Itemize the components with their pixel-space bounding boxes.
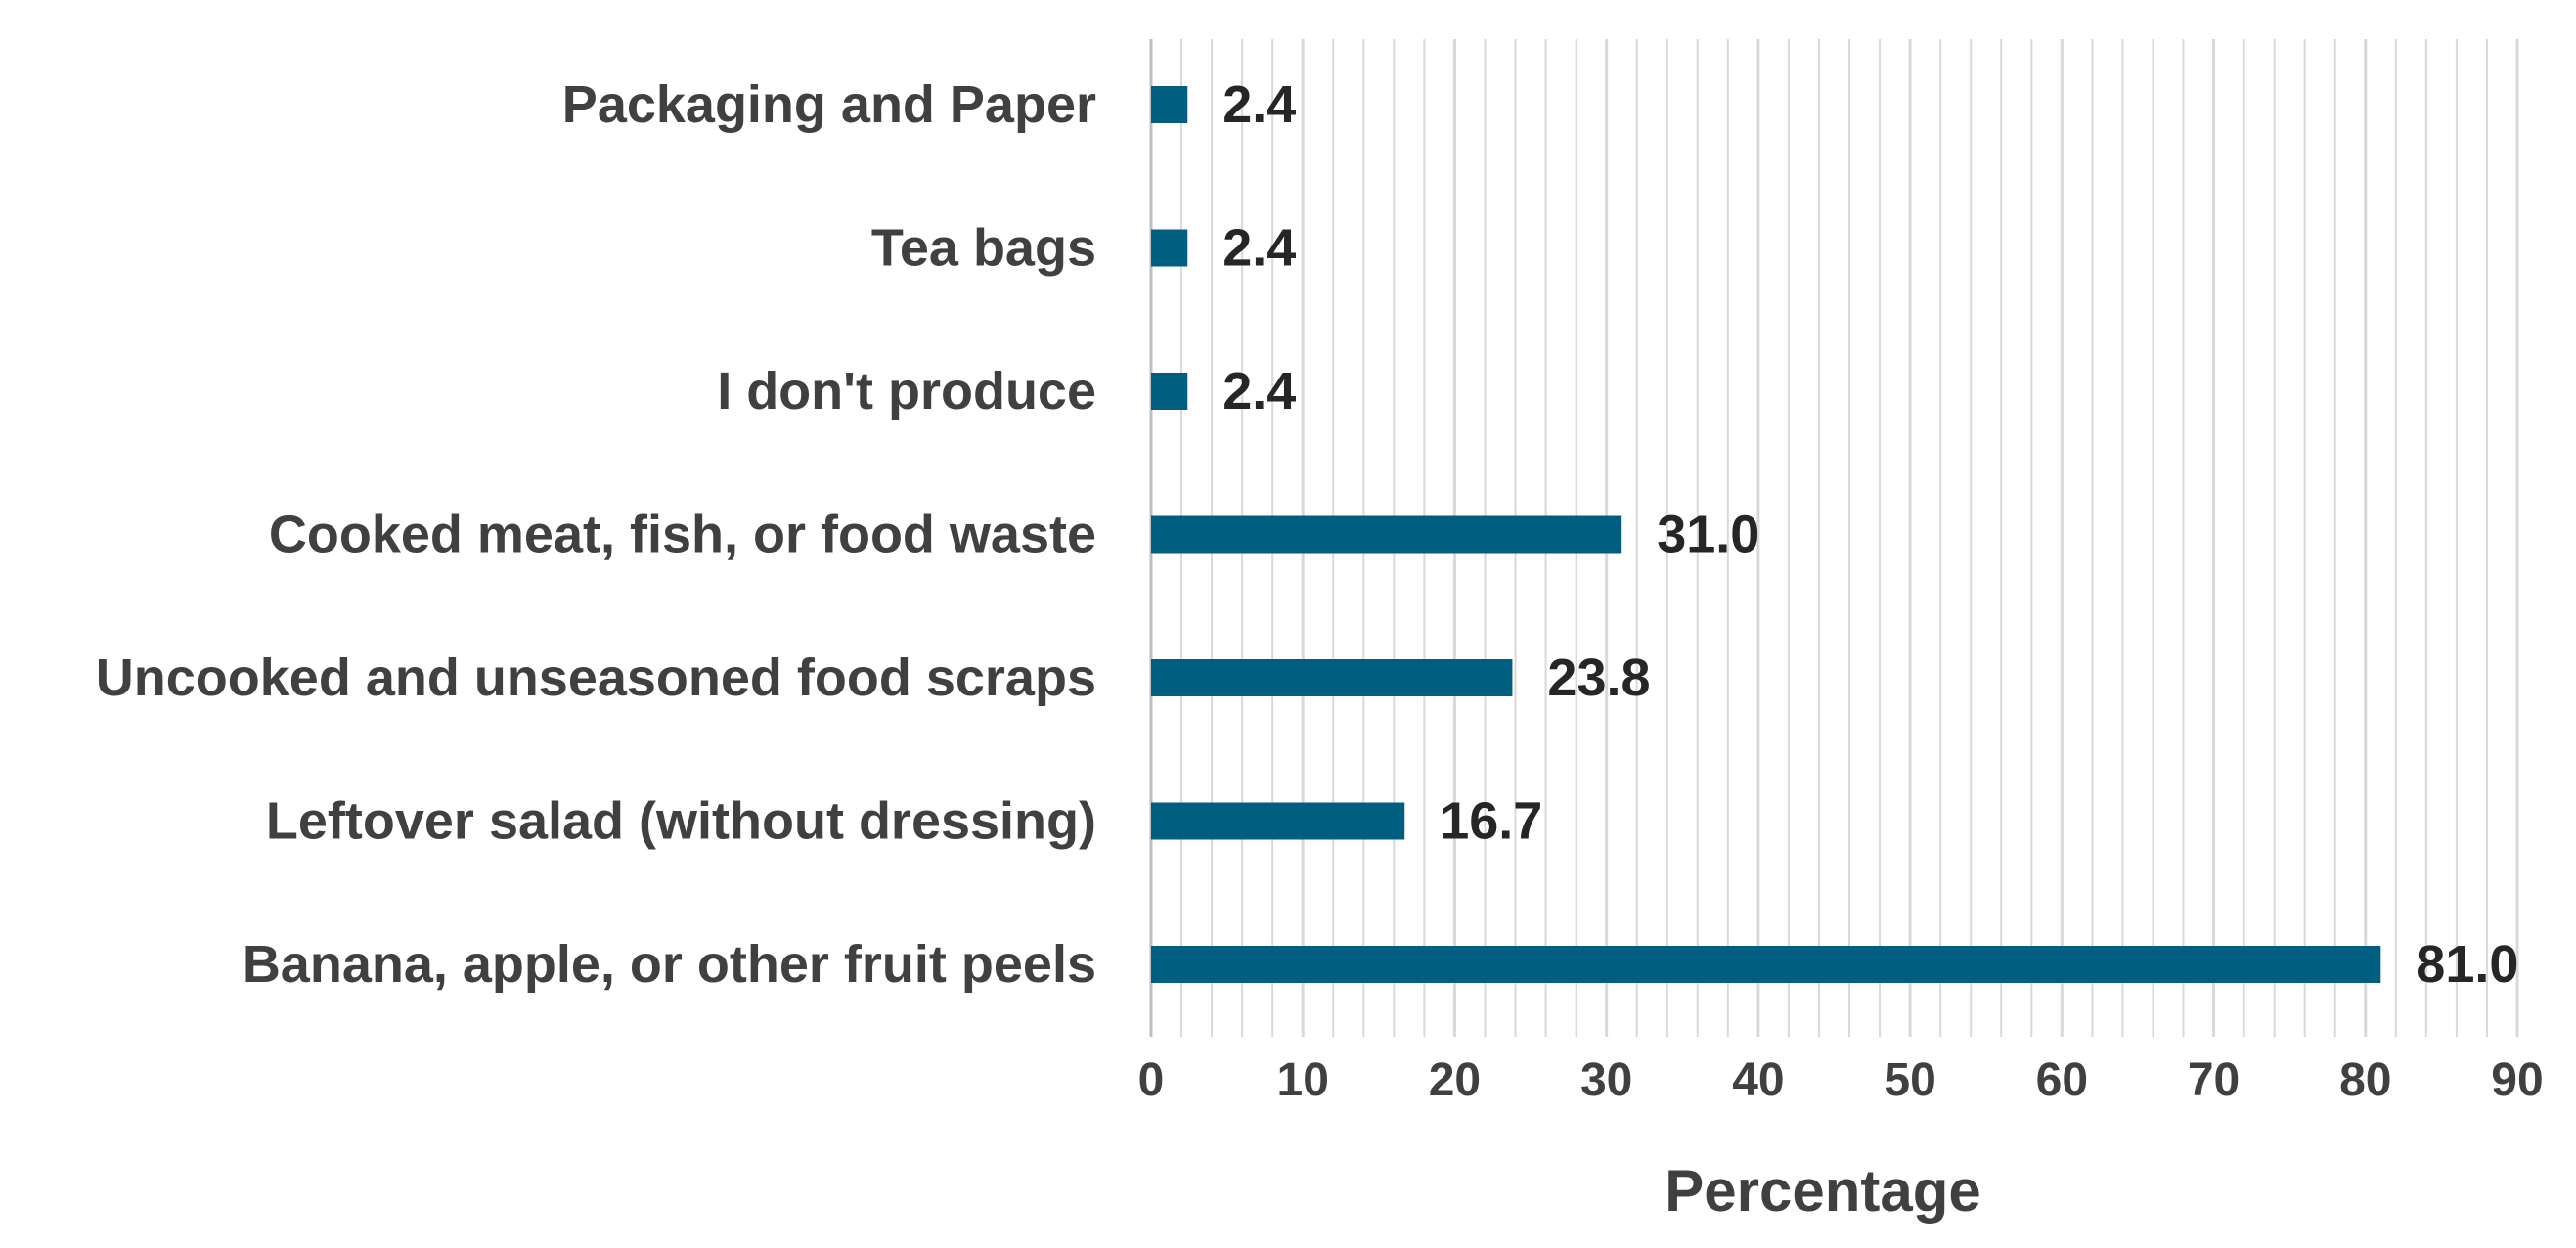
x-tick-label: 90 — [2491, 1054, 2543, 1106]
category-label: Banana, apple, or other fruit peels — [243, 935, 1096, 994]
category-label: Leftover salad (without dressing) — [266, 792, 1096, 851]
x-tick-label: 40 — [1732, 1054, 1784, 1106]
x-tick-label: 70 — [2188, 1054, 2240, 1106]
bar — [1151, 86, 1188, 123]
x-tick-label: 80 — [2339, 1054, 2391, 1106]
bar — [1151, 373, 1188, 410]
x-tick-label: 10 — [1277, 1054, 1329, 1106]
category-label: Packaging and Paper — [562, 75, 1096, 134]
x-tick-label: 60 — [2036, 1054, 2088, 1106]
bar — [1151, 659, 1513, 696]
x-axis-title: Percentage — [1665, 1158, 1981, 1224]
value-label: 2.4 — [1222, 75, 1296, 134]
value-labels: 2.4 2.4 2.4 31.0 23.8 16.7 81.0 — [1222, 75, 2518, 994]
bar — [1151, 515, 1622, 554]
category-label: Tea bags — [871, 219, 1096, 278]
bar — [1151, 229, 1188, 267]
value-label: 23.8 — [1547, 648, 1650, 707]
bar — [1151, 802, 1405, 840]
category-label: Uncooked and unseasoned food scraps — [96, 648, 1096, 707]
value-label: 2.4 — [1222, 362, 1296, 421]
bars — [1151, 86, 2381, 983]
value-label: 31.0 — [1657, 506, 1759, 564]
category-label: I don't produce — [717, 362, 1096, 421]
grid-lines — [1149, 39, 2519, 1037]
category-labels: Packaging and Paper Tea bags I don't produ… — [96, 75, 1096, 994]
x-tick-label: 20 — [1429, 1054, 1481, 1106]
value-label: 81.0 — [2416, 935, 2518, 994]
x-tick-label: 30 — [1580, 1054, 1632, 1106]
category-label: Cooked meat, fish, or food waste — [269, 506, 1096, 564]
x-axis-tick-labels: 0 10 20 30 40 50 60 70 80 90 — [1138, 1054, 2544, 1106]
x-tick-label: 0 — [1138, 1054, 1165, 1106]
value-label: 2.4 — [1222, 219, 1296, 278]
bar — [1151, 946, 2381, 983]
x-tick-label: 50 — [1884, 1054, 1935, 1106]
value-label: 16.7 — [1440, 792, 1542, 851]
